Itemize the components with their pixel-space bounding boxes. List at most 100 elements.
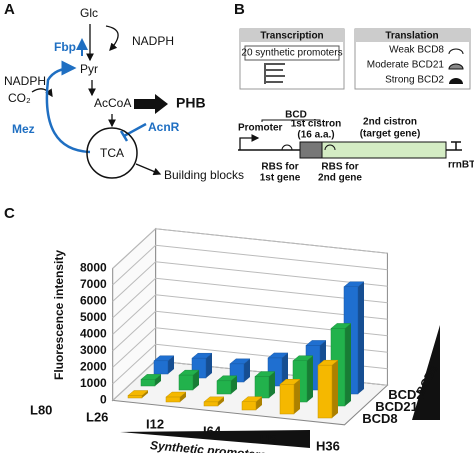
label: Strong BCD2 (385, 75, 444, 86)
box-header (355, 29, 470, 42)
label: (target gene) (360, 129, 421, 140)
label: Promoter (238, 123, 283, 134)
y-tick-label: 3000 (80, 343, 107, 357)
bar-side (155, 374, 161, 386)
arrow (31, 88, 53, 98)
arrow (134, 94, 168, 114)
wedge (120, 430, 310, 448)
node: Pyr (80, 62, 98, 76)
arrow (45, 60, 91, 154)
bar-side (193, 370, 199, 390)
label: RBS for (321, 162, 358, 173)
y-tick-label: 4000 (80, 327, 107, 341)
bar-side (332, 360, 338, 418)
bar-side (307, 355, 313, 402)
bar (216, 380, 232, 395)
cistron (321, 141, 447, 159)
label: 2nd gene (318, 173, 362, 184)
bar-side (244, 358, 250, 382)
panel-letter: A (4, 1, 15, 18)
bar-side (206, 353, 212, 378)
node: Building blocks (164, 168, 244, 182)
icon (448, 48, 464, 55)
enzyme: AcnR (148, 120, 180, 134)
y-tick-label: 6000 (80, 294, 107, 308)
cycle (86, 127, 138, 179)
grid-line (112, 228, 388, 269)
x-tick-label: I64 (203, 423, 222, 438)
bar (178, 374, 194, 391)
bar (153, 360, 169, 375)
label: Moderate BCD21 (367, 60, 445, 71)
bar (165, 396, 181, 403)
header: Transcription (260, 31, 323, 42)
x-tick-label: H36 (316, 438, 340, 453)
bar (279, 384, 295, 415)
arrow (239, 134, 260, 150)
node: PHB (176, 95, 206, 111)
header: Translation (385, 31, 438, 42)
enzyme: Fbp (54, 40, 76, 54)
y-tick-label: 7000 (80, 277, 107, 291)
bar-side (282, 352, 288, 386)
bar-side (231, 375, 237, 394)
y-tick-label: 2000 (80, 360, 107, 374)
label: 1st cistron (291, 119, 342, 130)
legend-label: BCD2 (388, 387, 423, 402)
bar (127, 395, 143, 399)
panel-letter: B (234, 1, 245, 18)
legend-label: BCD8 (362, 411, 397, 426)
bar-side (256, 396, 262, 410)
bar-side (269, 371, 275, 398)
node: Glc (80, 6, 98, 20)
grid-line (112, 261, 388, 302)
bar-side (142, 390, 148, 398)
bracket (261, 119, 321, 122)
node: NADPH (4, 74, 46, 88)
enzyme: Mez (12, 122, 35, 136)
arrow (105, 25, 119, 51)
legend-label: BCD21 (375, 399, 418, 414)
bar (317, 364, 333, 419)
label: 1st gene (260, 173, 301, 184)
icon (448, 63, 464, 70)
panel-a: A Glc NADPH Fbp Pyr NADPH CO₂ Mez AcCoA … (4, 1, 244, 182)
wedge (412, 325, 440, 420)
x-tick-label: L26 (86, 409, 108, 424)
x-tick-label: I12 (146, 416, 164, 431)
bar (241, 401, 257, 411)
arrow (135, 163, 162, 176)
label: 2nd cistron (363, 117, 417, 128)
node: AcCoA (94, 96, 131, 110)
x-tick-label: H5 (260, 431, 277, 446)
bar-side (358, 281, 364, 394)
grid-line (112, 244, 388, 286)
bar-side (345, 323, 351, 406)
x-tick-label: L80 (30, 402, 52, 417)
inhibition (123, 122, 147, 138)
label: rrnBT (448, 160, 474, 171)
label: (16 a.a.) (297, 130, 334, 141)
bar-side (180, 392, 186, 402)
bar (140, 379, 156, 387)
bar-side (218, 396, 224, 406)
box (244, 45, 340, 61)
cistron (299, 141, 323, 159)
icon (449, 78, 463, 84)
rbs (281, 144, 293, 151)
panel-letter: C (4, 205, 15, 222)
box-header (240, 29, 344, 42)
node: NADPH (132, 34, 174, 48)
bar (203, 401, 219, 407)
y-tick-label: 8000 (80, 261, 107, 275)
grid-line (112, 310, 388, 352)
bar (254, 376, 270, 399)
label: BCD (285, 110, 307, 121)
y-tick-label: 0 (100, 393, 107, 407)
bar-side (168, 355, 174, 374)
node: TCA (100, 146, 124, 160)
label: Weak BCD8 (389, 45, 444, 56)
inhibition (119, 130, 129, 142)
y-tick-label: 1000 (80, 376, 107, 390)
